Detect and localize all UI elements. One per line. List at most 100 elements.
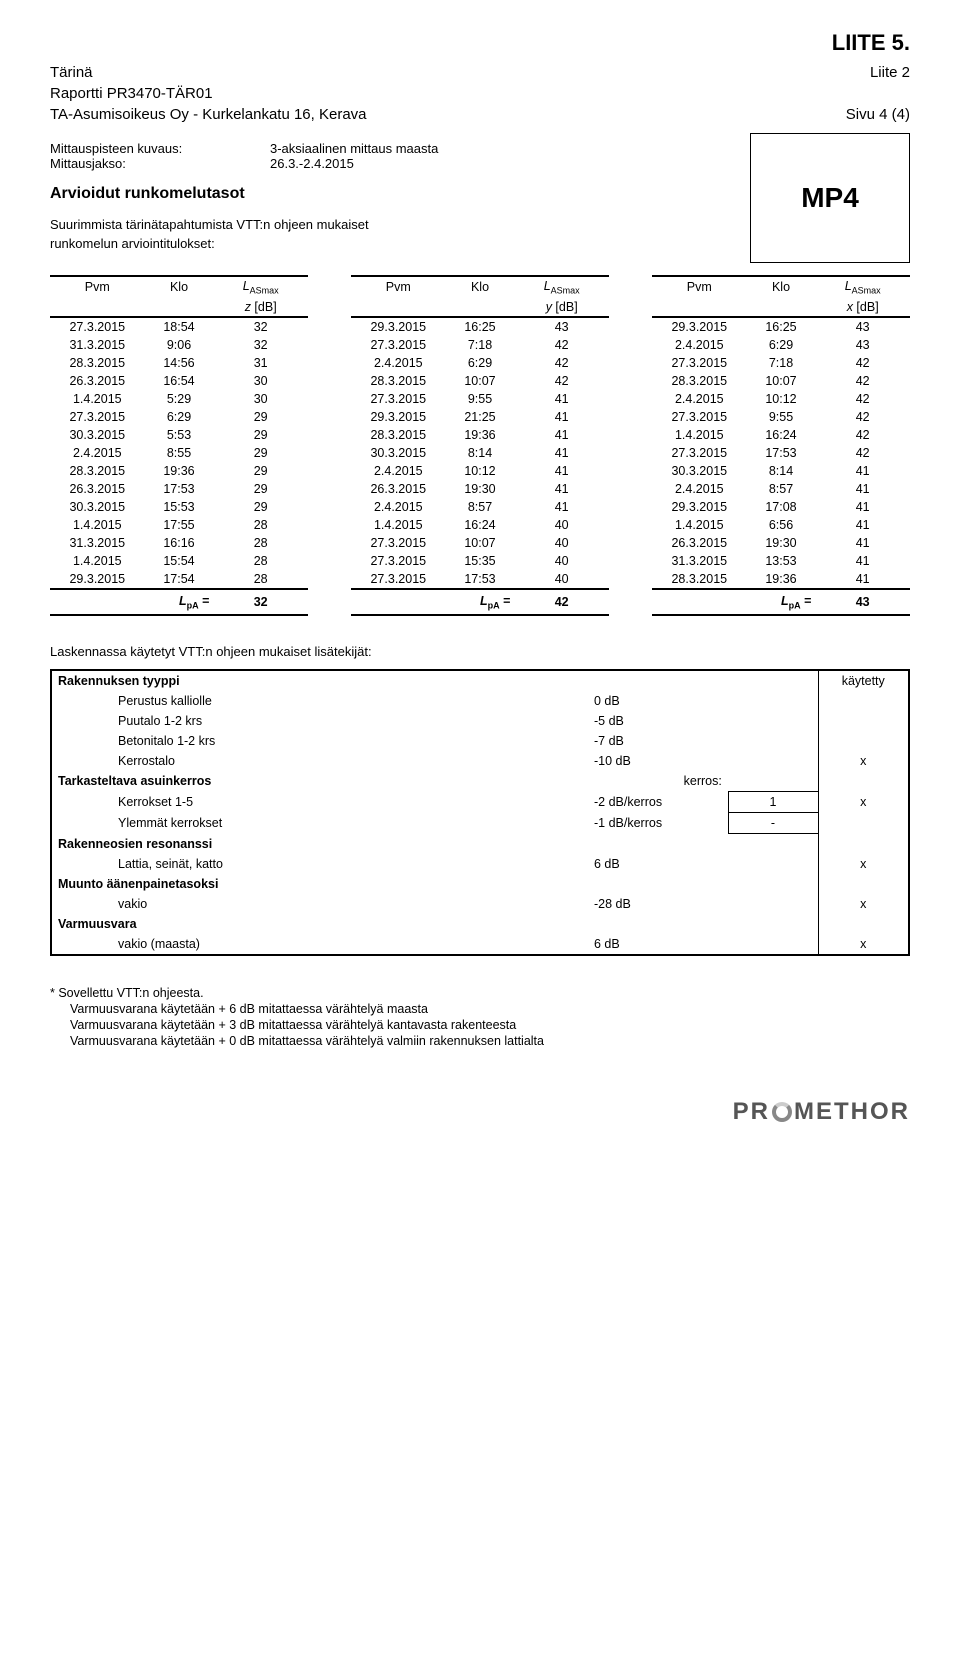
cell: 40: [514, 570, 609, 589]
table-row: 31.3.201516:162827.3.201510:074026.3.201…: [50, 534, 910, 552]
data-tfoot-row: LpA = 32 LpA = 42 LpA = 43: [50, 589, 910, 616]
cell: 41: [514, 498, 609, 516]
cell: 1.4.2015: [50, 552, 145, 570]
cell: 13:53: [747, 552, 816, 570]
note1: Varmuusvarana käytetään + 6 dB mitattaes…: [70, 1002, 910, 1016]
cell: 16:25: [446, 317, 515, 336]
th-las: LASmax: [213, 276, 308, 298]
th-las: LASmax: [815, 276, 910, 298]
cell: 42: [514, 354, 609, 372]
cell: 41: [815, 498, 910, 516]
note0: * Sovellettu VTT:n ohjeesta.: [50, 986, 910, 1000]
cell: 10:12: [747, 390, 816, 408]
data-thead: Pvm Klo LASmax Pvm Klo LASmax Pvm Klo LA…: [50, 276, 910, 317]
cell: 27.3.2015: [351, 570, 446, 589]
cell: 31.3.2015: [50, 534, 145, 552]
f-t2: Puutalo 1-2 krs: [112, 711, 588, 731]
f-h-kerros: kerros:: [588, 771, 818, 792]
cell: 26.3.2015: [50, 480, 145, 498]
cell: 30.3.2015: [652, 462, 747, 480]
cell: 40: [514, 534, 609, 552]
cell: 1.4.2015: [351, 516, 446, 534]
cell: 41: [514, 426, 609, 444]
f-v9: 6 dB: [588, 934, 728, 954]
cell: 29: [213, 408, 308, 426]
cell: 29.3.2015: [351, 317, 446, 336]
cell: 29.3.2015: [351, 408, 446, 426]
cell: 29: [213, 498, 308, 516]
cell: 27.3.2015: [652, 444, 747, 462]
f-h-used: käytetty: [818, 671, 908, 691]
cell: 41: [815, 516, 910, 534]
cell: 16:25: [747, 317, 816, 336]
header-block: Tärinä Liite 2 Raportti PR3470-TÄR01 TA-…: [50, 64, 910, 123]
cell: 29: [213, 426, 308, 444]
note3: Varmuusvarana käytetään + 0 dB mitattaes…: [70, 1034, 910, 1048]
cell: 28.3.2015: [351, 426, 446, 444]
cell: 16:16: [145, 534, 214, 552]
f-h-floor: Tarkasteltava asuinkerros: [52, 771, 588, 792]
f-t9: vakio (maasta): [112, 934, 588, 954]
th-klo: Klo: [747, 276, 816, 298]
f-t5: Kerrokset 1-5: [112, 792, 588, 813]
cell: 5:53: [145, 426, 214, 444]
cell: 7:18: [747, 354, 816, 372]
cell: 27.3.2015: [50, 317, 145, 336]
f-t3: Betonitalo 1-2 krs: [112, 731, 588, 751]
cell: 10:07: [446, 534, 515, 552]
cell: 27.3.2015: [652, 408, 747, 426]
meta-l1a: Mittauspisteen kuvaus:: [50, 141, 270, 156]
f-c4: x: [818, 751, 908, 771]
th-pvm: Pvm: [351, 276, 446, 298]
cell: 2.4.2015: [351, 498, 446, 516]
cell: 29.3.2015: [652, 317, 747, 336]
cell: 42: [815, 354, 910, 372]
th-las: LASmax: [514, 276, 609, 298]
cell: 30.3.2015: [50, 426, 145, 444]
cell: 27.3.2015: [351, 336, 446, 354]
th-klo: Klo: [145, 276, 214, 298]
cell: 41: [815, 552, 910, 570]
hdr-l3b: Sivu 4 (4): [846, 106, 910, 123]
table-row: 29.3.201517:542827.3.201517:534028.3.201…: [50, 570, 910, 589]
foot-v3: 43: [815, 589, 910, 616]
cell: 30: [213, 372, 308, 390]
cell: 30: [213, 390, 308, 408]
cell: 19:30: [747, 534, 816, 552]
f-v7: 6 dB: [588, 854, 728, 874]
cell: 41: [815, 480, 910, 498]
logo-icon: [772, 1102, 792, 1122]
cell: 30.3.2015: [50, 498, 145, 516]
cell: 28.3.2015: [50, 354, 145, 372]
cell: 18:54: [145, 317, 214, 336]
cell: 28.3.2015: [50, 462, 145, 480]
cell: 28.3.2015: [652, 372, 747, 390]
cell: 21:25: [446, 408, 515, 426]
cell: 19:36: [747, 570, 816, 589]
cell: 27.3.2015: [351, 552, 446, 570]
cell: 16:54: [145, 372, 214, 390]
cell: 41: [514, 444, 609, 462]
cell: 31.3.2015: [50, 336, 145, 354]
table-row: 27.3.20156:292929.3.201521:254127.3.2015…: [50, 408, 910, 426]
f-v3: -7 dB: [588, 731, 728, 751]
cell: 42: [815, 372, 910, 390]
cell: 43: [815, 336, 910, 354]
cell: 2.4.2015: [351, 354, 446, 372]
cell: 17:54: [145, 570, 214, 589]
mp-box: MP4: [750, 133, 910, 263]
cell: 43: [514, 317, 609, 336]
meta-l2b: 26.3.-2.4.2015: [270, 156, 354, 171]
cell: 29: [213, 462, 308, 480]
cell: 26.3.2015: [652, 534, 747, 552]
table-row: 1.4.201515:542827.3.201515:354031.3.2015…: [50, 552, 910, 570]
cell: 29: [213, 480, 308, 498]
cell: 17:53: [747, 444, 816, 462]
cell: 40: [514, 552, 609, 570]
hdr-l2a: Raportti PR3470-TÄR01: [50, 85, 213, 102]
cell: 31.3.2015: [652, 552, 747, 570]
f-b5: 1: [728, 792, 818, 813]
f-c9: x: [818, 934, 908, 954]
cell: 43: [815, 317, 910, 336]
meta-l1b: 3-aksiaalinen mittaus maasta: [270, 141, 438, 156]
